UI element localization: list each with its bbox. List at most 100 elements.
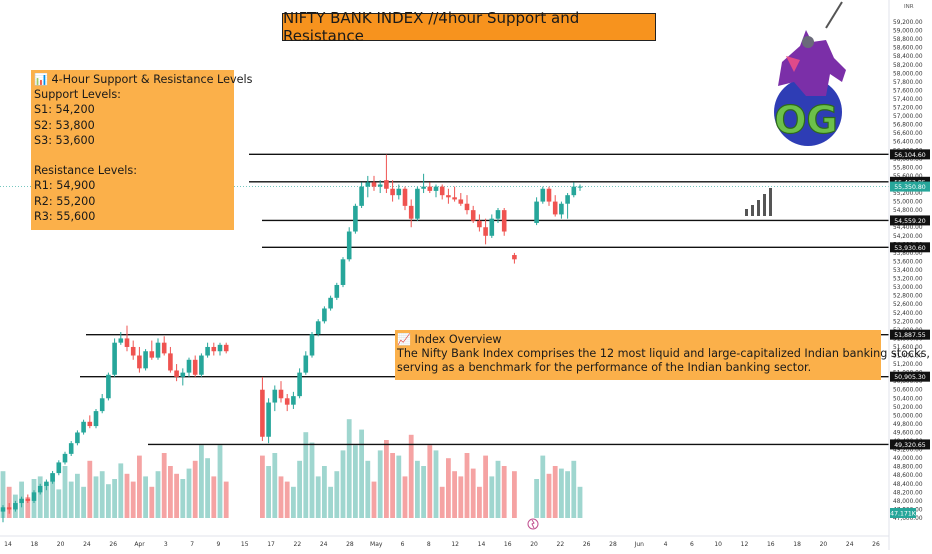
candle-body[interactable] [278, 389, 284, 399]
candle-body[interactable] [489, 218, 495, 236]
candle-body[interactable] [118, 338, 124, 343]
candle-body[interactable] [31, 492, 37, 501]
candle-body[interactable] [495, 210, 501, 219]
candle-body[interactable] [303, 355, 309, 373]
candle-body[interactable] [477, 220, 482, 228]
candle-body[interactable] [99, 398, 105, 412]
candle-body[interactable] [124, 338, 130, 347]
candle-body[interactable] [13, 503, 18, 510]
candle-body[interactable] [19, 498, 24, 504]
candle-body[interactable] [44, 481, 49, 486]
volume-bar [470, 468, 476, 518]
candle-body[interactable] [470, 210, 476, 221]
candle-body[interactable] [346, 231, 352, 260]
candle-body[interactable] [137, 355, 142, 369]
candle-body[interactable] [427, 186, 433, 191]
support-level-1: S1: 54,200 [34, 103, 95, 117]
candle-body[interactable] [180, 372, 186, 377]
volume-bar [540, 455, 546, 518]
candle-body[interactable] [75, 432, 80, 444]
candle-body[interactable] [353, 205, 358, 232]
candle-body[interactable] [433, 186, 439, 191]
candle-body[interactable] [452, 197, 457, 200]
candle-body[interactable] [199, 355, 204, 375]
candle-body[interactable] [192, 359, 198, 375]
x-tick-label: 16 [767, 541, 775, 548]
candle-body[interactable] [291, 396, 296, 405]
candle-body[interactable] [155, 342, 161, 358]
candle-body[interactable] [559, 203, 564, 215]
candle-body[interactable] [377, 184, 383, 187]
candle-body[interactable] [390, 188, 395, 196]
candle-body[interactable] [143, 351, 148, 369]
candle-body[interactable] [106, 374, 111, 399]
candle-body[interactable] [81, 421, 86, 433]
candle-body[interactable] [37, 485, 43, 493]
candle-body[interactable] [552, 201, 558, 215]
candle-body[interactable] [0, 507, 6, 512]
volume-bar [168, 466, 173, 518]
candle-body[interactable] [211, 346, 217, 352]
candle-body[interactable] [56, 462, 62, 474]
candle-body[interactable] [512, 255, 517, 260]
candle-body[interactable] [328, 297, 333, 309]
candle-body[interactable] [402, 188, 408, 206]
volume-bar [180, 479, 186, 518]
candle-body[interactable] [540, 188, 546, 202]
y-tick-label: 53,200.00 [893, 277, 923, 283]
candle-body[interactable] [571, 186, 577, 196]
candle-body[interactable] [340, 259, 346, 285]
candle-body[interactable] [501, 210, 507, 232]
candle-body[interactable] [322, 308, 327, 322]
candle-body[interactable] [223, 344, 229, 352]
candle-body[interactable] [25, 498, 31, 501]
candle-body[interactable] [458, 199, 464, 204]
candle-body[interactable] [62, 453, 68, 463]
candle-body[interactable] [161, 342, 167, 354]
candle-body[interactable] [68, 443, 74, 454]
candle-body[interactable] [205, 346, 210, 356]
candle-body[interactable] [483, 227, 488, 236]
candle-body[interactable] [534, 201, 539, 223]
candle-body[interactable] [6, 507, 12, 510]
candle-body[interactable] [174, 370, 179, 377]
candle-body[interactable] [396, 188, 402, 196]
candle-body[interactable] [272, 389, 278, 403]
candle-body[interactable] [384, 180, 389, 189]
candle-body[interactable] [565, 195, 570, 204]
candle-body[interactable] [217, 344, 223, 352]
candle-body[interactable] [93, 411, 99, 427]
candle-body[interactable] [464, 203, 470, 211]
candle-body[interactable] [365, 182, 371, 187]
candle-body[interactable] [260, 389, 265, 437]
candle-body[interactable] [408, 205, 414, 219]
candle-body[interactable] [359, 186, 364, 206]
candle-body[interactable] [50, 473, 55, 482]
candle-body[interactable] [130, 346, 136, 356]
live-indicator-icon[interactable] [527, 518, 539, 530]
candle-body[interactable] [577, 186, 583, 188]
candle-body[interactable] [284, 398, 290, 405]
candle-body[interactable] [546, 188, 552, 202]
x-tick-label: 22 [294, 541, 302, 548]
candle-body[interactable] [446, 195, 451, 198]
x-tick-label: 18 [793, 541, 801, 548]
candle-body[interactable] [439, 186, 445, 196]
candle-body[interactable] [297, 372, 302, 397]
candle-body[interactable] [186, 359, 192, 373]
candle-body[interactable] [168, 353, 173, 371]
candle-body[interactable] [87, 421, 93, 427]
candle-body[interactable] [315, 321, 321, 335]
candle-body[interactable] [371, 182, 377, 187]
candle-body[interactable] [309, 334, 315, 356]
candle-body[interactable] [421, 186, 426, 189]
candle-body[interactable] [266, 402, 271, 437]
resistance-level-3: R3: 55,600 [34, 209, 96, 223]
volume-bar [446, 458, 451, 518]
candle-body[interactable] [112, 342, 117, 375]
candle-body[interactable] [149, 351, 155, 358]
candle-body[interactable] [334, 284, 340, 298]
candle-body[interactable] [415, 188, 420, 219]
y-tick-label: 56,000.00 [893, 157, 923, 163]
